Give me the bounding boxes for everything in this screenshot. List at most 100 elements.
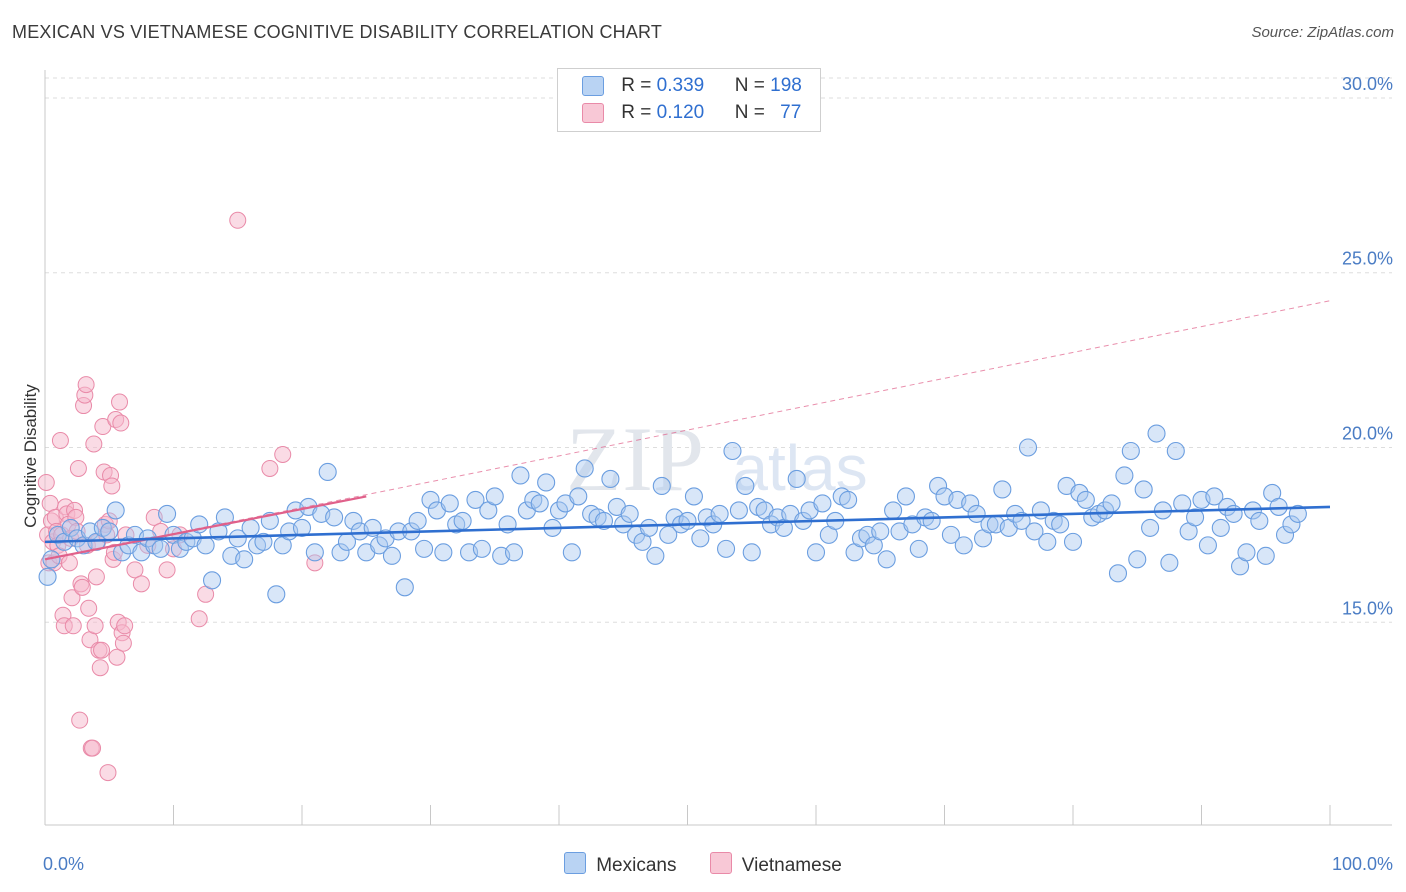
mexicans-point (504, 543, 524, 562)
legend-label-vietnamese: Vietnamese (741, 855, 842, 876)
vietnamese-trend-line (44, 495, 367, 561)
trend-lines (44, 300, 1331, 561)
mexicans-point (472, 539, 491, 558)
mexicans-point (1134, 480, 1153, 499)
vietnamese-n-label: N = (734, 102, 765, 123)
mexicans-point (1051, 515, 1070, 534)
mexicans-point (228, 529, 247, 548)
mexicans-point (1141, 518, 1160, 537)
grid-lines (45, 77, 1392, 623)
mexicans-point (871, 522, 890, 541)
mexicans-point (1147, 424, 1166, 443)
mexicans-point (1166, 441, 1185, 461)
mexicans-point (370, 536, 389, 555)
vietnamese-point (105, 543, 123, 561)
vietnamese-point (108, 648, 126, 666)
mexicans-point (344, 511, 363, 530)
mexicans-n-value: 198 (770, 75, 802, 96)
y-tick-label: 25.0% (1342, 249, 1393, 269)
vietnamese-n-value: 77 (780, 102, 802, 123)
vietnamese-point (86, 617, 104, 635)
mexicans-point (620, 504, 639, 523)
mexicans-point (839, 490, 858, 509)
vietnamese-point (51, 432, 69, 450)
mexicans-point (562, 543, 581, 562)
mexicans-point (1108, 564, 1128, 583)
mexicans-point (1218, 497, 1237, 516)
mexicans-point (678, 511, 697, 530)
legend-row-vietnamese: R = 0.120 N = 77 (582, 102, 801, 128)
mexicans-point (1070, 483, 1089, 502)
y-axis-label: Cognitive Disability (21, 384, 40, 528)
mexicans-point (292, 518, 312, 537)
vietnamese-point (93, 641, 111, 659)
mexicans-point (453, 511, 472, 530)
vietnamese-point (100, 512, 118, 530)
axes (44, 70, 1392, 826)
mexicans-point (710, 504, 729, 523)
mexicans-point (241, 518, 260, 537)
mexicans-point (106, 501, 125, 520)
vietnamese-point (85, 435, 103, 453)
mexicans-point (42, 550, 61, 569)
mexicans-point (408, 511, 427, 530)
mexicans-point (382, 546, 402, 565)
mexicans-point (1063, 532, 1083, 551)
y-tick-label: 15.0% (1342, 598, 1393, 618)
mexicans-point (742, 543, 761, 562)
mexicans-point (305, 543, 324, 562)
mexicans-point (215, 508, 234, 527)
mexicans-point (415, 539, 434, 558)
mexicans-point (1160, 553, 1179, 572)
vietnamese-trend-extension (44, 300, 1331, 560)
mexicans-point (1121, 441, 1140, 461)
mexicans-point (1282, 515, 1301, 534)
vietnamese-point (60, 554, 78, 572)
mexicans-point (318, 462, 337, 482)
mexicans-point (1128, 550, 1147, 569)
mexicans-point (61, 518, 80, 537)
chart-title: MEXICAN VS VIETNAMESE COGNITIVE DISABILI… (12, 22, 663, 42)
vietnamese-points (37, 211, 324, 782)
vietnamese-point (261, 459, 279, 477)
mexicans-point (1256, 546, 1275, 565)
mexicans-point (1224, 504, 1243, 523)
mexicans-point (884, 501, 903, 520)
vietnamese-point (77, 376, 95, 394)
mexicans-point (235, 550, 254, 569)
mexicans-point (1038, 532, 1057, 551)
vietnamese-point (69, 459, 87, 477)
mexicans-point (1102, 494, 1121, 513)
mexicans-point (1186, 508, 1205, 527)
legend-swatch-vietnamese (709, 852, 732, 874)
mexicans-point (1018, 438, 1038, 457)
vietnamese-point (190, 610, 208, 628)
vietnamese-point (87, 568, 105, 586)
mexicans-point (100, 522, 119, 541)
vietnamese-point (94, 418, 112, 436)
watermark-zip: ZIP (566, 408, 704, 510)
mexicans-point (614, 515, 633, 534)
mexicans-point (549, 501, 569, 520)
vietnamese-point (111, 393, 129, 411)
vietnamese-point (126, 561, 144, 579)
mexicans-point (806, 543, 826, 562)
mexicans-point (954, 536, 973, 555)
mexicans-r-label: R = (621, 75, 652, 96)
vietnamese-point (64, 617, 82, 635)
vietnamese-point (306, 554, 324, 572)
mexicans-point (1025, 522, 1044, 541)
x-tick-label: 100.0% (1332, 854, 1393, 874)
mexicans-point (929, 476, 948, 495)
mexicans-point (961, 494, 980, 513)
tick-labels: 15.0% 20.0% 25.0% 30.0% 0.0% 100.0% (43, 74, 1393, 874)
vietnamese-point (114, 634, 132, 652)
mexicans-point (993, 480, 1012, 499)
mexicans-point (736, 476, 755, 495)
vietnamese-point (116, 617, 134, 635)
vietnamese-point (84, 739, 102, 757)
mexicans-point (1288, 504, 1307, 523)
mexicans-point (896, 487, 916, 506)
mexicans-point (1275, 525, 1295, 544)
